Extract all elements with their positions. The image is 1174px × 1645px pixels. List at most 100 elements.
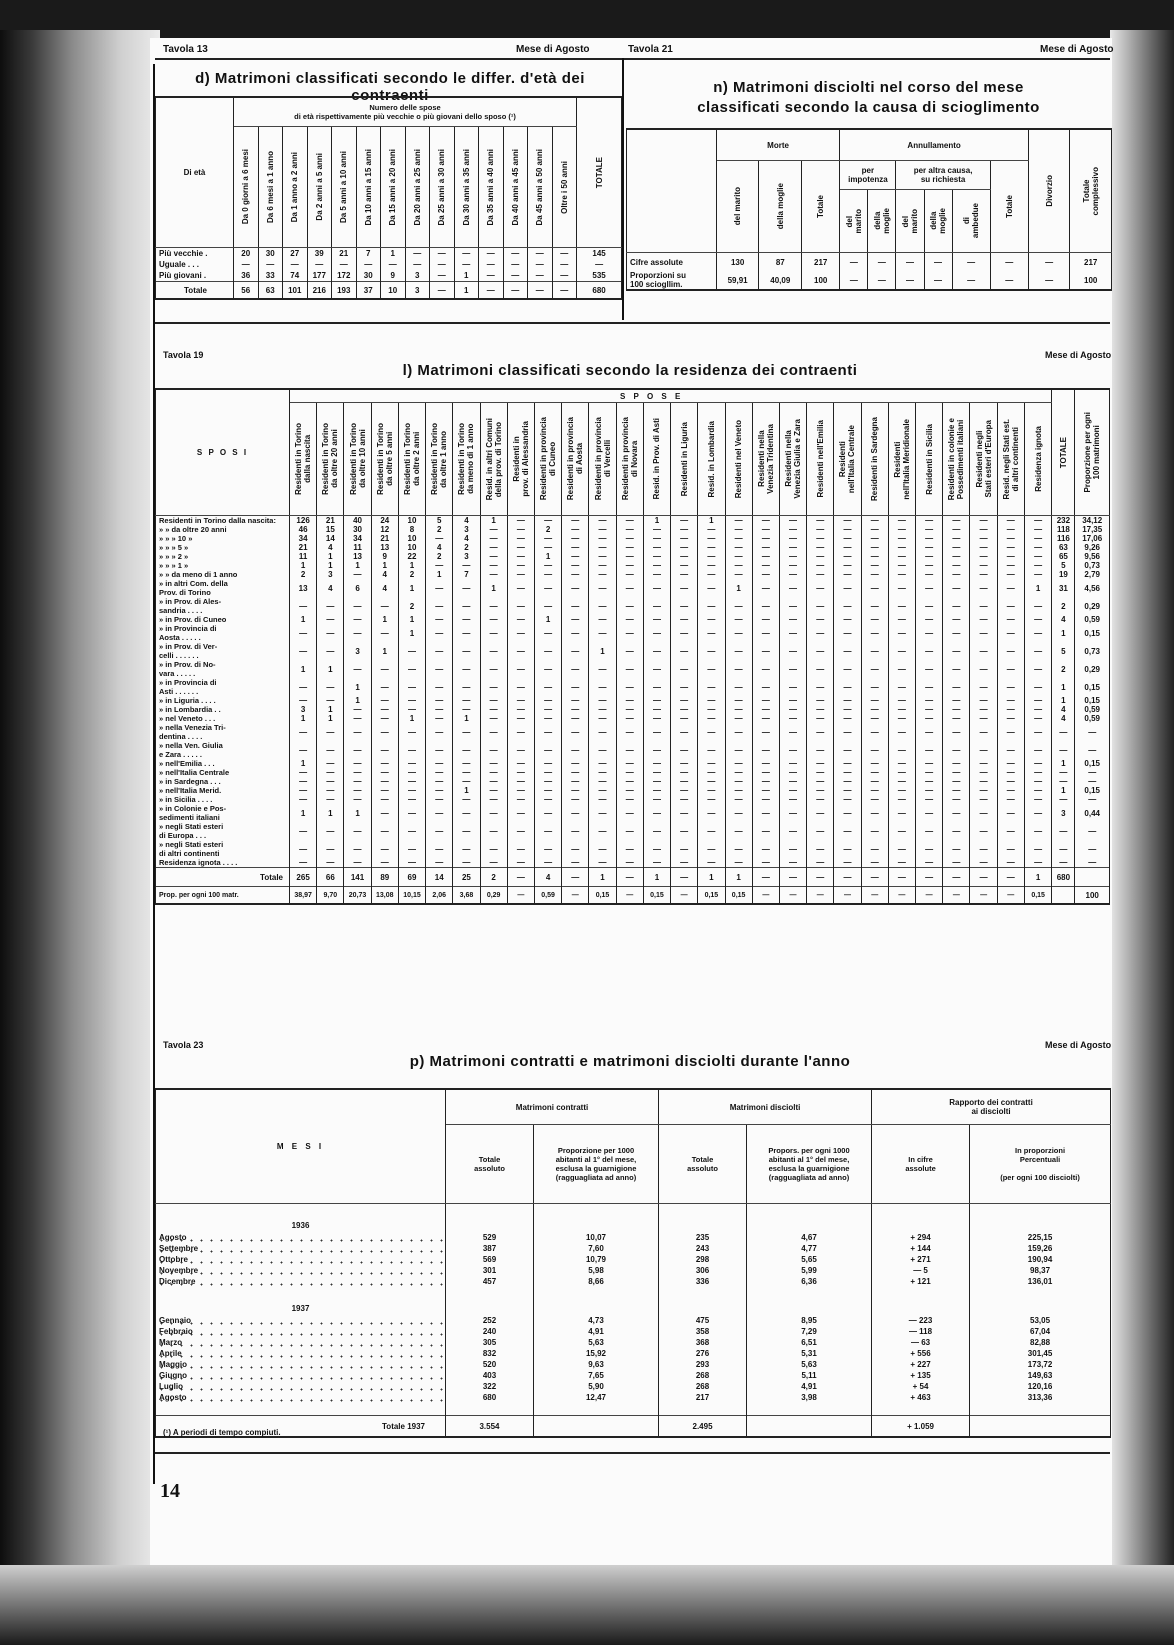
column-label: Residenti nella Venezia Giulia e Zara [784,419,803,499]
data-cell: — [833,858,862,868]
data-cell: — [397,786,427,795]
data-cell: — [452,804,481,822]
column-label: Residenti negli Stati esteri d'Europa [974,420,993,498]
data-cell: — [724,714,753,723]
data-cell: — [915,678,944,696]
data-cell: — [860,768,889,777]
data-cell: — [751,660,780,678]
contratti-proporzione-header: Proporzione per 1000 abitanti al 1° del … [532,1124,660,1204]
data-cell: — [915,570,944,579]
data-cell: — [615,534,644,543]
data-cell: — [751,624,780,642]
data-cell: 30 [343,525,372,534]
data-cell: — [806,741,835,759]
data-cell: — [895,271,925,291]
data-cell: — [642,840,672,858]
data-cell: — [806,795,835,804]
data-cell: — [860,840,889,858]
data-cell: — [887,678,917,696]
data-cell: 1 [316,714,345,723]
footnote: (¹) A periodi di tempo compiuti. [163,1428,281,1437]
data-cell: — [969,579,998,597]
data-cell: — [996,696,1025,705]
row-total: 232 [1051,515,1076,525]
row-proportion: — [1074,723,1110,741]
data-cell: — [778,714,808,723]
morte-header: Morte [715,128,841,161]
data-cell: 82,88 [969,1337,1112,1348]
row-total: 2 [1051,597,1076,615]
page-number: 14 [160,1480,180,1502]
data-cell: — [588,759,617,768]
data-cell: — [942,867,971,887]
column-header: Residenti in Torino da oltre 2 anni [397,402,427,516]
data-cell: — [833,696,862,705]
data-cell: — [969,543,998,552]
data-cell: 5,63 [532,1337,660,1348]
data-cell: — [615,723,644,741]
table-row: » in Provincia di Asti . . . . . . — —1— — —… [155,678,1110,696]
data-cell: — 63 [871,1337,971,1348]
data-cell: — 223 [871,1315,971,1326]
data-cell: — [942,795,971,804]
data-cell: 3 [343,642,372,660]
data-cell: — [833,723,862,741]
data-cell: 358 [658,1326,748,1337]
data-cell: — [996,858,1025,868]
data-cell: — [670,822,699,840]
data-cell: — [887,561,917,570]
data-cell: — [282,259,308,270]
data-cell: — [1023,786,1053,795]
column-label: Da 20 anni a 25 anni [412,148,422,226]
data-cell: — [915,696,944,705]
data-cell: — [806,678,835,696]
data-cell: 301,45 [969,1348,1112,1359]
data-cell: — [670,570,699,579]
data-cell: — [615,515,644,525]
row-label: Residenti in Torino dalla nascita: [155,515,290,525]
data-cell: — [670,615,699,624]
row-label: Ottobre [155,1254,446,1265]
data-cell: — [533,561,563,570]
column-header: Residenti nel Veneto [724,402,753,516]
data-cell: — [615,786,644,795]
data-cell: — [670,759,699,768]
data-cell: — [1023,804,1053,822]
data-cell: 2 [425,552,454,561]
data-cell: — [996,714,1025,723]
data-cell: — [751,597,780,615]
data-cell: — [397,795,427,804]
data-cell: — [996,840,1025,858]
data-cell: 100 [1069,271,1112,291]
row-label: Aprile [155,1348,446,1359]
data-cell: — [506,579,535,597]
data-cell: + 54 [871,1381,971,1392]
proportion-header: Proporzione per ogni 100 matrimoni [1074,388,1110,516]
data-cell: — [697,723,726,741]
data-cell: — [343,777,372,786]
column-header: Residenti nella Venezia Giulia e Zara [778,402,808,516]
data-cell: — [724,786,753,795]
data-cell: — [697,615,726,624]
data-cell: — [588,822,617,840]
data-cell: — [533,777,563,786]
divorzio-header: Divorzio [1027,128,1071,253]
data-cell: — [887,714,917,723]
month-row: Agosto 529 10,07 235 4,67 + 294 225,15 [155,1232,1112,1243]
data-cell: — [806,768,835,777]
data-cell: — [915,759,944,768]
data-cell: — [316,723,345,741]
column-label: Residenti nella Venezia Tridentina [756,424,775,494]
data-cell: — [942,840,971,858]
table-p-title: p) Matrimoni contratti e matrimoni disci… [409,1053,851,1070]
data-cell: — [969,777,998,786]
row-proportion: — [1074,840,1110,858]
data-cell: — [724,561,753,570]
data-cell: 1 [380,247,406,259]
data-cell: — [502,270,528,282]
data-cell: — [1023,678,1053,696]
data-cell: — [316,840,345,858]
data-cell: — [996,786,1025,795]
data-cell: — [942,552,971,561]
column-header: Residenti nell'Emilia [806,402,835,516]
